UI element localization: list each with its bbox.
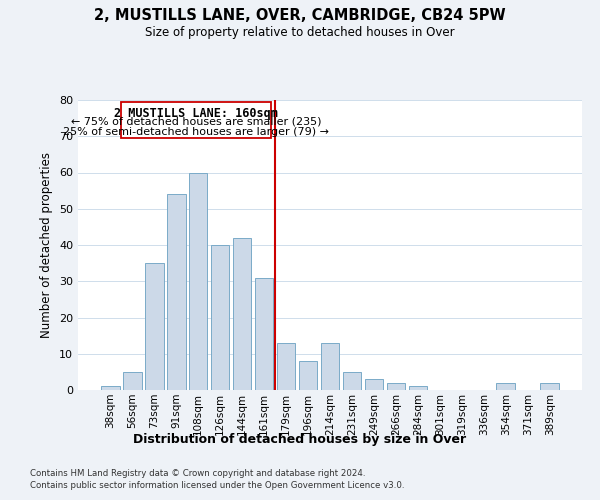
Text: 2 MUSTILLS LANE: 160sqm: 2 MUSTILLS LANE: 160sqm xyxy=(114,106,278,120)
Bar xyxy=(121,102,271,138)
Y-axis label: Number of detached properties: Number of detached properties xyxy=(40,152,53,338)
Bar xyxy=(145,263,164,390)
Bar xyxy=(386,383,405,390)
Bar xyxy=(189,172,208,390)
Bar xyxy=(101,386,119,390)
Text: 25% of semi-detached houses are larger (79) →: 25% of semi-detached houses are larger (… xyxy=(63,127,329,137)
Text: ← 75% of detached houses are smaller (235): ← 75% of detached houses are smaller (23… xyxy=(71,116,321,126)
Bar xyxy=(343,372,361,390)
Bar xyxy=(496,383,515,390)
Bar xyxy=(299,361,317,390)
Bar xyxy=(409,386,427,390)
Bar xyxy=(277,343,295,390)
Bar xyxy=(255,278,274,390)
Text: Size of property relative to detached houses in Over: Size of property relative to detached ho… xyxy=(145,26,455,39)
Text: Contains public sector information licensed under the Open Government Licence v3: Contains public sector information licen… xyxy=(30,481,404,490)
Bar xyxy=(233,238,251,390)
Bar xyxy=(123,372,142,390)
Text: Distribution of detached houses by size in Over: Distribution of detached houses by size … xyxy=(133,432,467,446)
Bar xyxy=(320,343,340,390)
Bar xyxy=(365,379,383,390)
Bar xyxy=(211,245,229,390)
Text: Contains HM Land Registry data © Crown copyright and database right 2024.: Contains HM Land Registry data © Crown c… xyxy=(30,468,365,477)
Text: 2, MUSTILLS LANE, OVER, CAMBRIDGE, CB24 5PW: 2, MUSTILLS LANE, OVER, CAMBRIDGE, CB24 … xyxy=(94,8,506,22)
Bar xyxy=(541,383,559,390)
Bar xyxy=(167,194,185,390)
